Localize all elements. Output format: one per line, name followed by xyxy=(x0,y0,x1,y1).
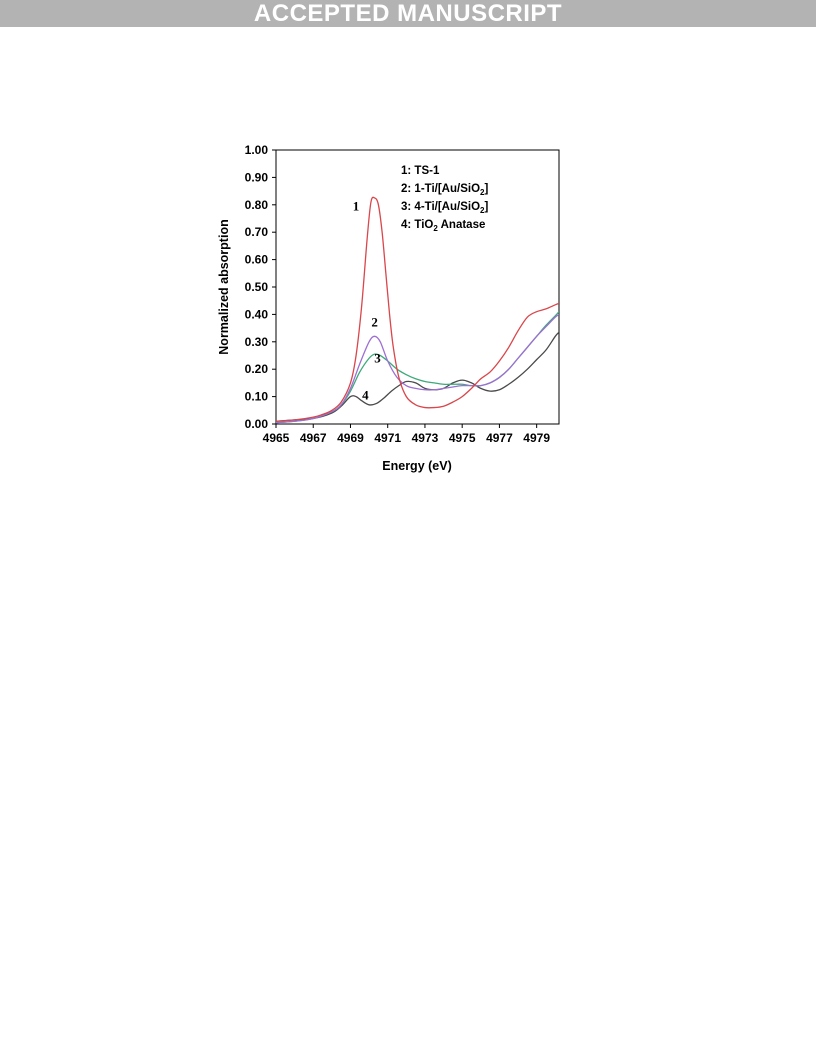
y-tick-label: 0.70 xyxy=(245,225,269,239)
x-tick-label: 4969 xyxy=(337,431,364,445)
y-axis-title: Normalized absorption xyxy=(217,219,231,354)
legend: 1: TS-1 2: 1-Ti/[Au/SiO2] 3: 4-Ti/[Au/SiO2… xyxy=(401,165,488,233)
legend-entry-3: 3: 4-Ti/[Au/SiO2] xyxy=(401,201,488,215)
y-tick-label: 0.00 xyxy=(245,417,269,431)
series-line-4 xyxy=(276,331,559,422)
curve-label-4: 4 xyxy=(362,387,369,402)
y-tick-label: 0.60 xyxy=(245,253,269,267)
x-tick-label: 4973 xyxy=(412,431,439,445)
x-tick-label: 4965 xyxy=(263,431,290,445)
y-tick-label: 0.50 xyxy=(245,280,269,294)
legend-entry-1: 1: TS-1 xyxy=(401,165,440,177)
y-tick-label: 0.90 xyxy=(245,170,269,184)
y-tick-label: 0.10 xyxy=(245,390,269,404)
y-tick-label: 0.40 xyxy=(245,307,269,321)
x-axis-title: Energy (eV) xyxy=(382,459,451,473)
curve-label-3: 3 xyxy=(374,350,381,365)
plot-layer: 0.00 0.10 0.20 0.30 0.40 0.50 0.60 0.70 0.80 0.90… xyxy=(245,143,560,445)
curve-label-1: 1 xyxy=(353,198,360,213)
x-tick-label: 4977 xyxy=(486,431,513,445)
y-tick-label: 0.30 xyxy=(245,335,269,349)
y-tick-label: 0.20 xyxy=(245,362,269,376)
curve-label-2: 2 xyxy=(371,315,378,330)
y-tick-label: 0.80 xyxy=(245,198,269,212)
legend-entry-2: 2: 1-Ti/[Au/SiO2] xyxy=(401,183,488,197)
x-tick-label: 4979 xyxy=(523,431,550,445)
x-tick-label: 4975 xyxy=(449,431,476,445)
legend-entry-4: 4: TiO2 Anatase xyxy=(401,219,485,233)
x-tick-label: 4967 xyxy=(300,431,327,445)
y-tick-label: 1.00 xyxy=(245,143,269,157)
x-tick-label: 4971 xyxy=(374,431,401,445)
series-line-1 xyxy=(276,196,559,422)
series-line-2 xyxy=(276,313,559,424)
accepted-manuscript-banner: ACCEPTED MANUSCRIPT xyxy=(0,0,816,27)
